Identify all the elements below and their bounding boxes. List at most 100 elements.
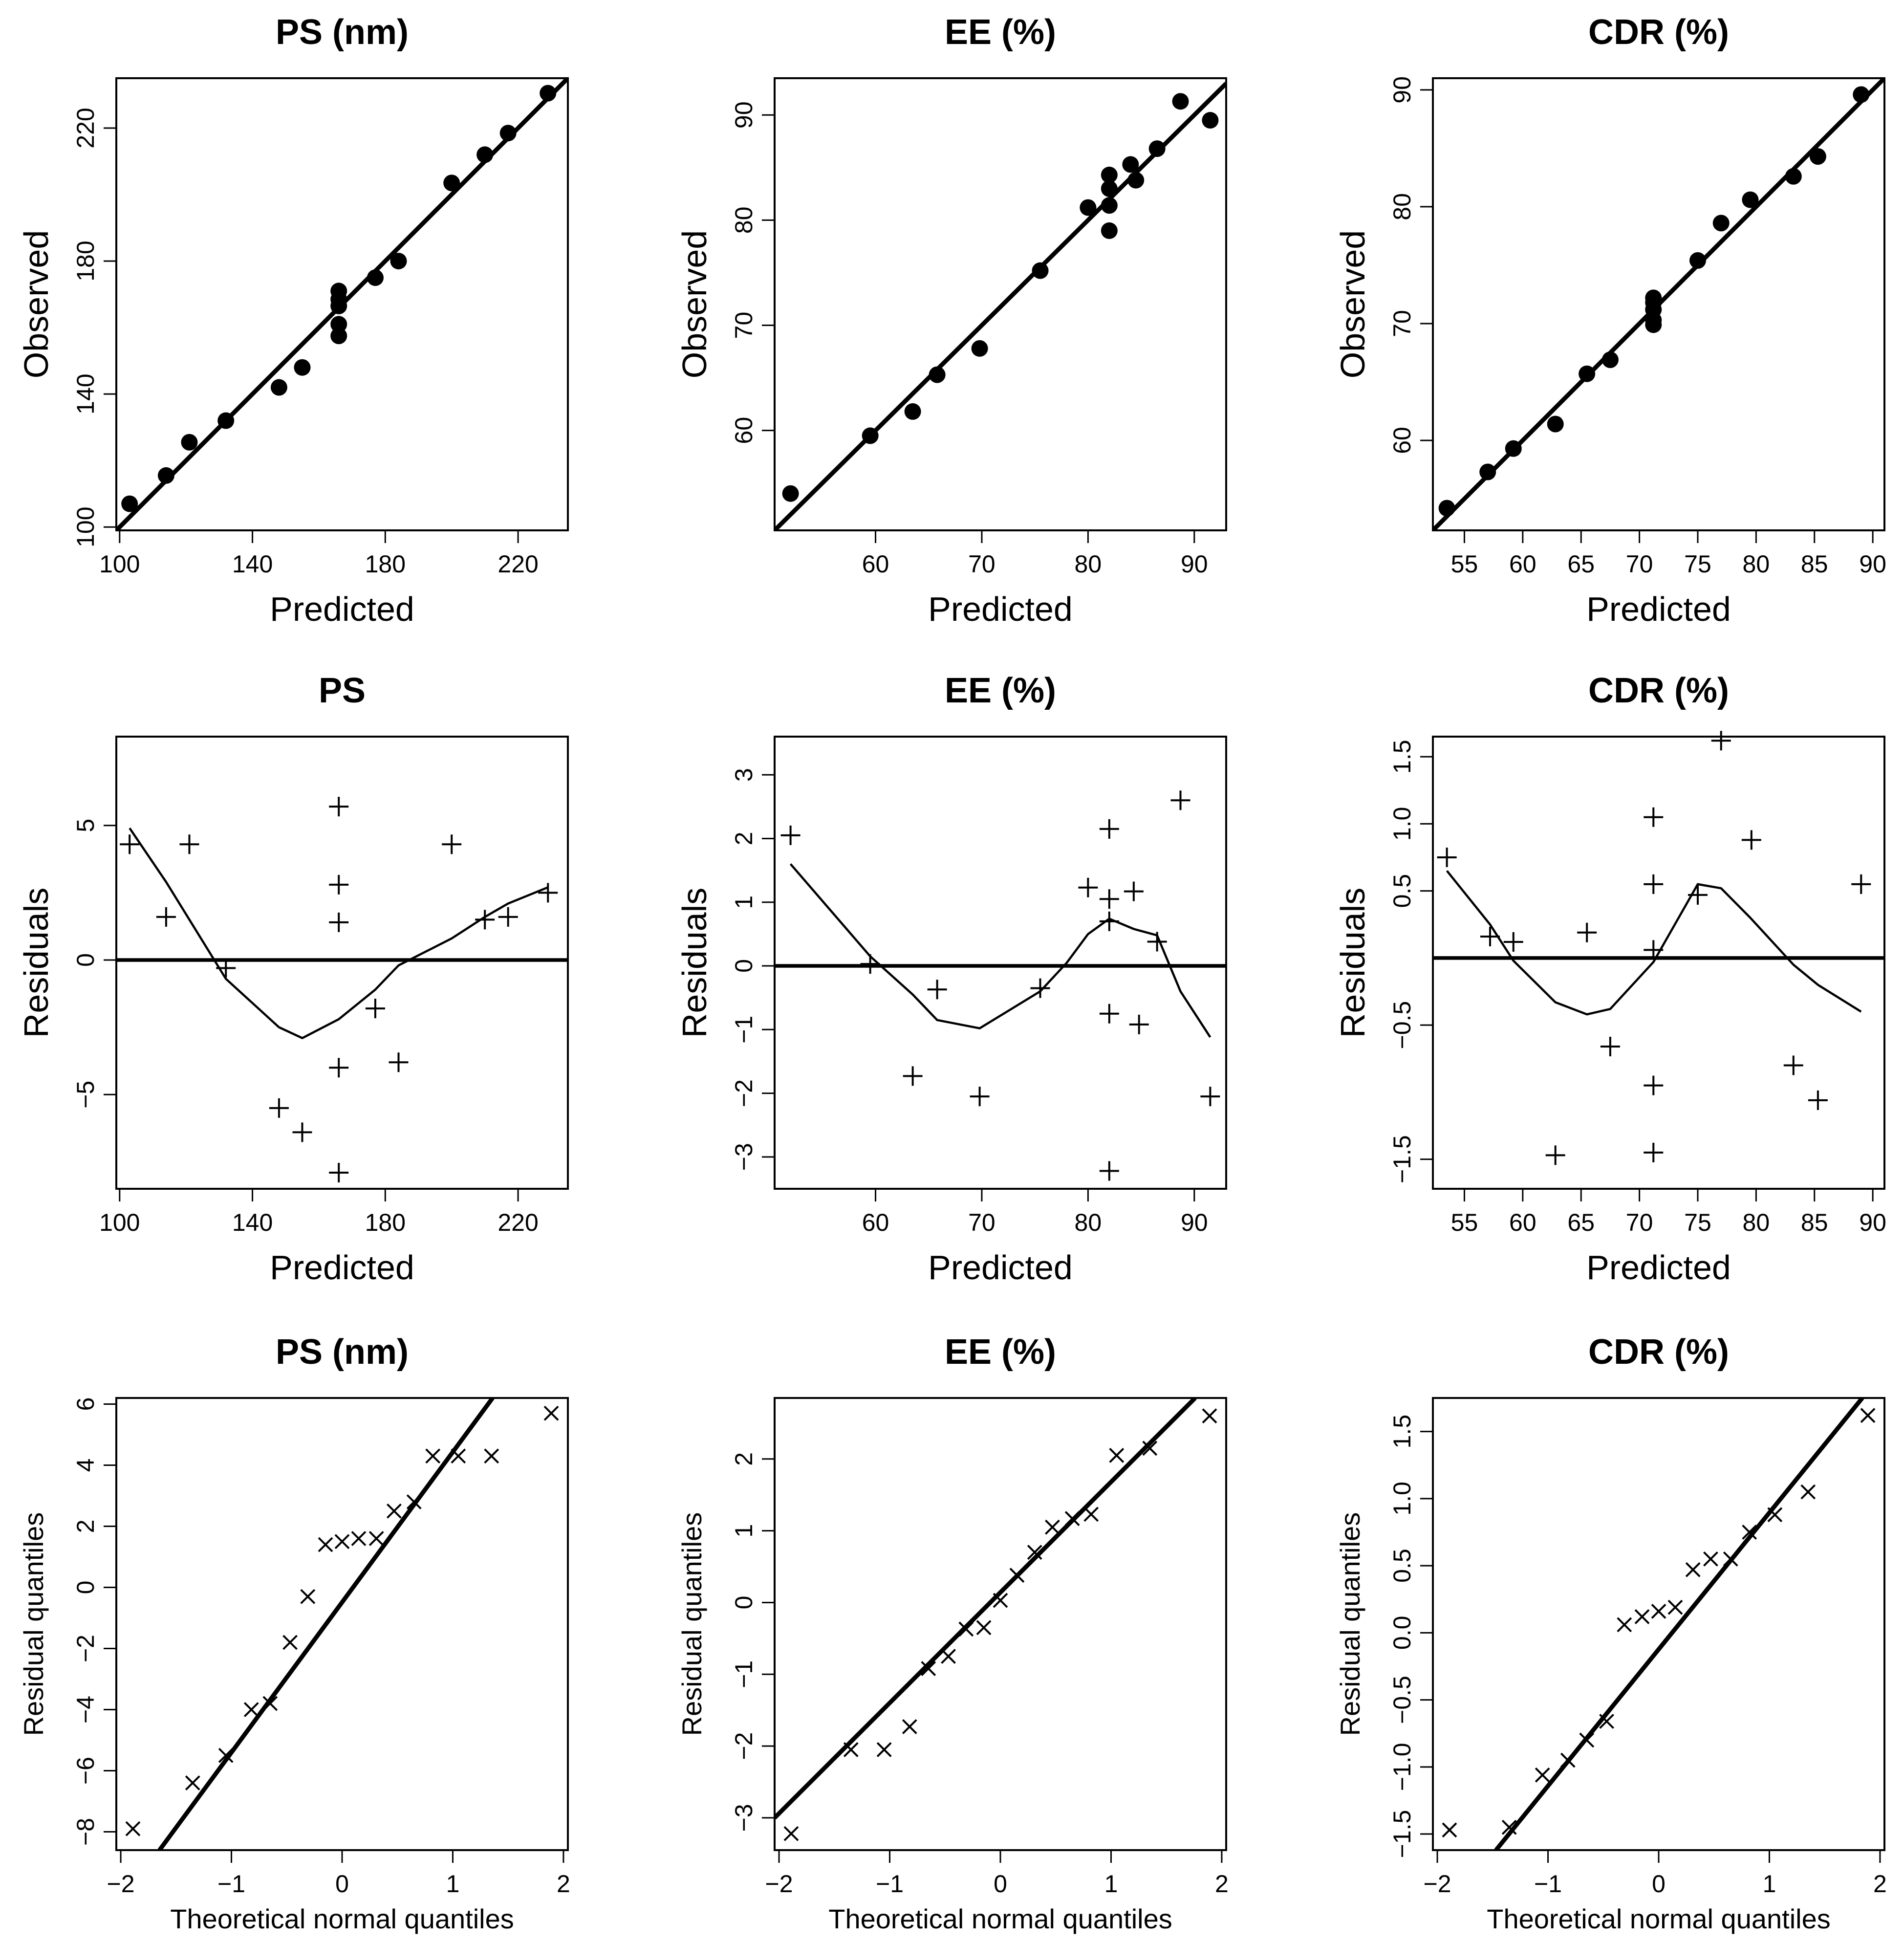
data-point <box>782 485 799 502</box>
y-axis-label: Residuals <box>675 888 714 1038</box>
data-point <box>1783 1055 1803 1075</box>
y-tick-label: −2 <box>72 1635 99 1662</box>
data-point <box>843 1742 859 1757</box>
data-point <box>1045 1519 1060 1535</box>
data-point <box>1122 156 1139 173</box>
data-point <box>1479 463 1496 480</box>
y-tick-label: 0.5 <box>1388 874 1416 908</box>
data-point <box>185 1775 200 1790</box>
data-point <box>389 1052 409 1072</box>
x-tick-label: 65 <box>1567 1209 1595 1236</box>
data-point <box>1124 881 1144 901</box>
data-point <box>367 269 384 286</box>
panel-obs-ee: EE (%) 60 70 80 90 60 70 80 90 Predicted Observed <box>675 13 1227 628</box>
data-point <box>538 883 558 903</box>
data-point <box>334 1534 350 1550</box>
y-tick-label: −2 <box>730 1079 757 1107</box>
x-tick-label: 80 <box>1075 550 1102 578</box>
data-point <box>1148 140 1166 157</box>
data-point <box>1800 1484 1816 1500</box>
data-point <box>1101 180 1118 197</box>
x-tick-label: 0 <box>335 1870 349 1898</box>
data-point <box>218 1747 234 1763</box>
data-point <box>1101 197 1118 214</box>
x-tick-label: 2 <box>1873 1870 1887 1898</box>
data-point <box>927 980 947 1000</box>
y-tick-label: −1.5 <box>1388 1810 1416 1858</box>
data-point <box>1101 166 1118 183</box>
y-axis-label: Observed <box>1334 230 1372 378</box>
data-point <box>1101 222 1118 239</box>
plot-frame <box>115 736 569 1190</box>
data-point <box>1129 1014 1149 1034</box>
data-point <box>1200 1087 1220 1107</box>
panel-qq-ps: PS (nm) −2 −1 0 1 2 −8 −6 −4 −2 0 2 4 6 Theoretical no… <box>18 1332 570 1934</box>
y-tick-label: 1.5 <box>1388 740 1416 774</box>
x-tick-label: 75 <box>1684 550 1711 578</box>
x-tick-label: 2 <box>557 1870 570 1898</box>
data-point <box>1505 440 1522 457</box>
data-point <box>1099 819 1119 839</box>
panel-title: PS (nm) <box>276 1332 409 1372</box>
x-tick-label: 55 <box>1451 550 1478 578</box>
x-tick-label: −2 <box>765 1870 793 1898</box>
x-tick-label: 2 <box>1215 1870 1229 1898</box>
panel-title: PS (nm) <box>276 13 409 52</box>
data-point <box>1688 885 1708 905</box>
data-point <box>390 253 407 270</box>
y-tick-label: −8 <box>72 1818 99 1846</box>
y-tick-label: −3 <box>730 1804 757 1832</box>
x-tick-label: 60 <box>862 550 889 578</box>
data-point <box>329 797 349 817</box>
panel-title: CDR (%) <box>1588 671 1729 710</box>
y-tick-label: 1 <box>730 1524 757 1538</box>
data-point <box>406 1494 422 1509</box>
data-point <box>329 912 349 932</box>
y-tick-label: 2 <box>730 1452 757 1466</box>
data-point <box>1685 1562 1701 1577</box>
data-point <box>1535 1767 1550 1783</box>
data-point <box>976 1620 992 1636</box>
data-point <box>921 1661 936 1676</box>
x-tick-label: −2 <box>1424 1870 1451 1898</box>
data-point <box>1645 289 1662 306</box>
data-point <box>1742 1525 1757 1540</box>
data-point <box>1172 93 1189 110</box>
smooth-trend-line <box>1446 870 1862 1016</box>
panel-title: EE (%) <box>945 671 1056 710</box>
x-tick-label: 80 <box>1743 550 1770 578</box>
x-tick-label: 55 <box>1451 1209 1478 1236</box>
data-point <box>1851 874 1871 894</box>
data-point <box>329 1162 349 1182</box>
data-point <box>1099 889 1119 909</box>
y-tick-label: 0.0 <box>1388 1616 1416 1650</box>
y-tick-label: 4 <box>72 1459 99 1472</box>
y-tick-label: 80 <box>730 207 757 234</box>
data-point <box>1080 199 1097 216</box>
y-tick-label: 90 <box>730 101 757 129</box>
x-tick-label: 1 <box>1104 1870 1118 1898</box>
y-axis-label: Observed <box>675 230 714 378</box>
x-tick-label: 65 <box>1567 550 1595 578</box>
data-point <box>876 1742 892 1757</box>
y-tick-label: 6 <box>72 1397 99 1411</box>
panel-qq-ee: EE (%) −2 −1 0 1 2 −3 −2 −1 0 1 2 Theoretical normal… <box>676 1332 1229 1934</box>
data-point <box>1644 807 1664 827</box>
y-axis-label: Residual quantiles <box>1335 1512 1365 1736</box>
data-point <box>1808 1090 1828 1110</box>
data-point <box>904 403 921 420</box>
data-point <box>1644 874 1664 894</box>
plot-frame <box>1432 736 1885 1190</box>
data-point <box>780 825 801 845</box>
identity-line <box>775 82 1226 530</box>
x-axis-label: Predicted <box>270 1248 414 1287</box>
data-point <box>387 1503 402 1519</box>
data-point <box>1711 731 1731 751</box>
x-axis-label: Theoretical normal quantiles <box>828 1903 1172 1934</box>
y-tick-label: 70 <box>730 312 757 339</box>
data-points <box>783 1408 1217 1841</box>
data-point <box>330 316 347 333</box>
data-point <box>1202 112 1219 129</box>
